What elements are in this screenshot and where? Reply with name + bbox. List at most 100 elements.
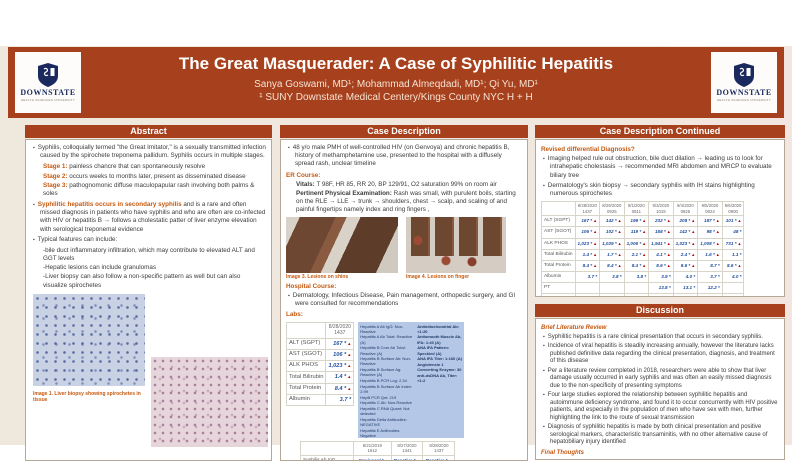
lesion-photos [286,217,522,274]
table-cell: 167 *▲ [574,215,601,228]
table-cell: Albumin [285,393,327,407]
table-cell: 1.6 *▲ [697,248,723,261]
downstate-logo-right: DOWNSTATE HEALTH SCIENCES UNIVERSITY [711,52,777,113]
labs-table: 8/28/2020 1437 ALT (SGPT) 167 *▲ AST (SGOT)… [285,321,355,438]
high-flag-icon: ▲ [593,229,598,235]
case-description-body: 48 y/o male PMH of well-controlled HIV (… [280,139,528,461]
discussion-list: Syphilitic hepatitis is a rare clinical … [541,334,779,447]
table-cell: 106 *▲ [574,226,601,239]
list-item: Hepatitis C Ab: Non-Reactive [360,400,412,406]
list-item: Syphilitic hepatitis is a rare clinical … [543,334,779,342]
hep-panel-left: Hepatitis A Ab IgG: Non-Reactive Hepatiti… [360,324,415,438]
table-cell [299,440,355,456]
table-cell: 3.7 * [697,271,723,284]
high-flag-icon: ▲ [666,262,671,268]
table-cell: 8.4 *▲ [623,259,650,273]
table-cell: 1,006 *▲ [623,237,650,250]
list-item: Per a literature review completed in 201… [543,368,779,391]
table-cell: 1,023 *▲ [325,360,355,373]
table-row: PT 13.8 * 13.1 * 12.2 * [541,282,745,295]
poster-authors: Sanya Goswami, MD¹; Mohammad Almeqdadi, … [254,79,538,90]
lesions-finger-image [406,217,506,274]
table-cell: 3.8 * [623,271,650,284]
list-item: Imaging helped rule out obstruction, bil… [543,155,779,180]
labs-label: Labs: [286,311,303,319]
table-row: INR1.0 *1.0 *1.0 * [541,293,745,296]
table-cell [541,201,576,217]
high-flag-icon: ▲ [347,363,352,369]
trend-lab-table: 8/28/2020 1437 8/29/2020 0925 9/1/2020 081… [541,201,779,296]
stage-list: Stage 1: painless chancre that can spont… [31,163,266,198]
table-cell: ALK PHOS [541,237,576,250]
list-item: Hepatitis B Surface Ab Index: 2.99 [360,383,413,394]
case-continued-body: Revised differential Diagnosis? Imaging … [535,139,785,297]
list-item: ANA IFA Pattern: Speckled (A) [417,345,450,356]
table-cell: AST (SGOT) [285,348,327,362]
high-flag-icon: ▲ [642,251,647,257]
list-item: -Liver biopsy can also follow a non-spec… [43,273,241,289]
list-item: -Hepatic lesions can include granulomas [43,264,157,272]
table-cell: 1.0 * [697,293,723,296]
table-cell: 8.6 *▲ [672,259,699,273]
table-cell: 101 *▲ [721,215,745,228]
high-flag-icon: ▲ [691,262,696,268]
revised-differential-label: Revised differential Diagnosis? [541,146,635,153]
table-cell: 142 *▲ [599,215,625,228]
table-cell: 119 *▲ [623,226,650,239]
downstate-logo-text: DOWNSTATE [716,88,772,97]
revised-differential-list: Imaging helped rule out obstruction, bil… [541,155,779,198]
table-cell [721,282,745,295]
abstract-bullet-2-text: and is a rare and often missed diagnosis… [40,201,266,233]
high-flag-icon: ▲ [593,251,598,257]
list-item: Stage 2: occurs weeks to months later, p… [43,172,246,180]
abstract-bullet-2: Syphilitic hepatitis occurs in secondary… [33,201,266,234]
physical-exam-line: Pertinent Physical Examination: Rash was… [296,190,522,215]
table-cell: 199 *▲ [623,215,650,228]
abstract-bullet-1: Syphilis, colloquially termed "the Great… [33,144,266,160]
high-flag-icon: ▲ [691,251,696,257]
table-row: ALT (SGPT) 167 *▲ 142 *▲ 199 *▲ 232 *▲ 208 *▲… [541,215,745,228]
list-item: Antismooth Muscle Ab, IFA: 1:40 (A) [417,334,462,345]
physical-exam-text: Rash was small, with purulent boils, sta… [296,189,516,214]
table-cell [574,282,601,295]
table-cell: 9/4/2020 0825 [672,201,699,217]
list-item: Hepatitis B Surface Ab: Non-Reactive [360,356,412,367]
table-cell: PT [541,282,576,295]
list-item: anti-dsDNA Ab, Titer: <1:2 [417,372,458,383]
table-cell: AST (SGOT) [541,226,576,239]
list-item: ANA IFA Titer: 1:160 (A) [417,356,462,362]
lab-table: 8/21/2019 1612 8/27/2020 1341 8/28/2020 14… [299,440,456,460]
table-cell: 8/28/2020 1437 [325,321,355,339]
table-cell: Equivocal *▲ [353,454,392,460]
discussion-header: Discussion [535,304,785,317]
table-cell: 3.8 * [599,271,625,284]
table-cell: 8.7 * [697,259,723,273]
table-cell: 13.1 * [672,282,699,295]
hepatitis-serology-panel: Hepatitis A Ab IgG: Non-Reactive Hepatiti… [358,321,465,438]
table-cell: 9/3/2020 1019 [648,201,674,217]
image3-caption: Image 3. Lesions on shins [286,274,349,281]
downstate-logo-text: DOWNSTATE [20,88,76,97]
list-item: Stage 3: pathognomonic diffuse maculopap… [43,181,255,197]
table-cell: 1,023 *▲ [672,237,699,250]
table-cell [721,293,745,296]
table-cell: 1.7 *▲ [599,248,625,261]
table-row: ALT (SGPT) 167 *▲ [285,337,355,350]
poster-affiliation: ¹ SUNY Downstate Medical Centery/Kings C… [259,92,533,103]
vitals-line: Vitals: T 98F, HR 85, RR 20, BP 129/91, … [296,181,522,189]
list-item: HepB PCR Qnt: 219 [360,394,397,400]
high-flag-icon: ▲ [593,218,598,224]
list-item: Hepatitis B Core Ab Total: Reactive (A) [360,345,406,356]
list-item: Stage 1: painless chancre that can spont… [43,163,206,171]
table-cell: Total Protein [541,259,576,273]
high-flag-icon: ▲ [642,229,647,235]
abstract-section: Abstract Syphilis, colloquially termed "… [25,125,272,461]
table-cell: Syphilis Ab IgG [299,454,355,460]
table-cell: 1,023 *▲ [574,237,601,250]
high-flag-icon: ▲ [715,229,720,235]
high-flag-icon: ▲ [737,262,742,268]
downstate-logo-left: DOWNSTATE HEALTH SCIENCES UNIVERSITY [15,52,81,113]
list-item: Antimitochondrial Ab: <1:20 [417,323,460,334]
table-cell: 13.8 * [648,282,674,295]
table-row: ALK PHOS 1,023 *▲ [285,360,355,373]
